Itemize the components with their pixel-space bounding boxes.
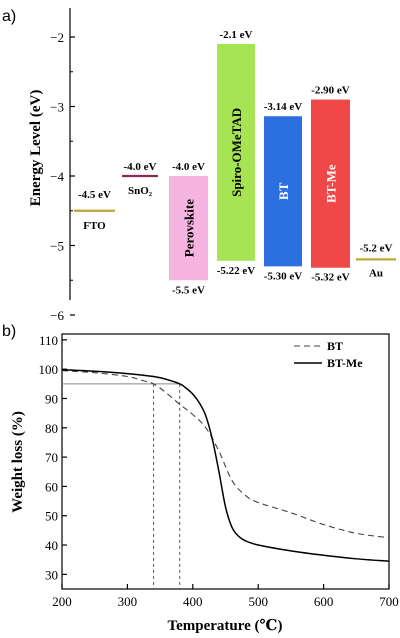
level-value-label: -4.5 eV (78, 189, 111, 201)
band-rect-3 (311, 99, 350, 268)
level-name-label: SnO₂ (128, 185, 153, 197)
a-ytick-label: −3 (50, 100, 64, 115)
band-rect-0 (169, 176, 208, 281)
band-name-label: Spiro-OMeTAD (229, 108, 244, 197)
b-ytick-label: 60 (45, 479, 58, 494)
band-name-label: BT (276, 182, 291, 200)
band-rect-2 (264, 116, 302, 267)
b-ytick-label: 100 (39, 362, 59, 377)
b-ytick-label: 110 (39, 333, 58, 348)
b-ytick-label: 70 (45, 450, 58, 465)
b-xtick-label: 500 (248, 594, 268, 609)
band-top-label: -2.90 eV (311, 85, 350, 97)
panel-b-ylabel: Weight loss (%) (10, 411, 26, 513)
panel-a-levels: -4.5 eV FTO -4.0 eV SnO₂ -5.2 eV Au (74, 161, 396, 279)
series-line-bt-me (61, 369, 390, 562)
level-value-label: -5.2 eV (360, 242, 393, 254)
a-ytick-label: −2 (50, 30, 64, 45)
band-top-label: -3.14 eV (264, 101, 303, 113)
a-ytick-label: −5 (50, 239, 64, 254)
panel-b-legend: BT BT-Me (294, 339, 363, 370)
band-bottom-label: -5.30 eV (264, 270, 303, 282)
level-value-label: -4.0 eV (124, 161, 157, 173)
band-rect-1 (217, 43, 255, 261)
panel-a-ylabel: Energy Level (eV) (28, 90, 44, 207)
b-ytick-label: 30 (45, 567, 58, 582)
b-ytick-label: 40 (45, 538, 58, 553)
b-xtick-label: 700 (379, 594, 399, 609)
band-bottom-label: -5.22 eV (217, 265, 256, 277)
legend-label: BT-Me (327, 356, 363, 370)
band-top-label: -2.1 eV (220, 29, 253, 41)
panel-b-series (61, 369, 390, 562)
panel-b-reference-lines (62, 383, 181, 589)
band-name-label: Perovskite (182, 199, 197, 257)
b-xtick-label: 400 (183, 594, 203, 609)
b-ytick-label: 50 (45, 509, 58, 524)
band-bottom-label: -5.5 eV (172, 284, 205, 296)
panel-a-label: a) (2, 8, 16, 25)
panel-b-frame (61, 333, 390, 590)
band-top-label: -4.0 eV (172, 161, 205, 173)
legend-label: BT (327, 339, 343, 353)
b-xtick-label: 300 (118, 594, 138, 609)
b-xtick-label: 200 (52, 594, 72, 609)
band-bottom-label: -5.32 eV (311, 272, 350, 284)
panel-a: a) Energy Level (eV) −2 −3 −4 −5 −6 -4.5 eV F… (2, 8, 396, 323)
panel-b-ticks: 200 300 400 500 600 700 30 40 50 60 70 80 90 100 110 (39, 333, 399, 609)
b-ytick-label: 90 (45, 391, 58, 406)
b-ytick-label: 80 (45, 421, 58, 436)
b-xtick-label: 600 (314, 594, 334, 609)
band-name-label: BT-Me (324, 164, 339, 203)
panel-b-label: b) (2, 323, 16, 340)
a-ytick-label: −6 (50, 308, 64, 323)
level-name-label: Au (369, 267, 383, 279)
panel-a-bands: -4.0 eV -5.5 eV Perovskite -2.1 eV -5.22 eV S… (169, 29, 350, 296)
level-name-label: FTO (83, 220, 106, 232)
panel-b: b) 200 300 400 500 600 700 30 40 50 60 70 80 90 100 11… (2, 323, 399, 634)
panel-b-xlabel: Temperature (℃) (167, 618, 282, 634)
a-ytick-label: −4 (50, 169, 64, 184)
series-line-bt (61, 370, 390, 539)
panel-a-ticks: −2 −3 −4 −5 −6 (50, 30, 75, 323)
